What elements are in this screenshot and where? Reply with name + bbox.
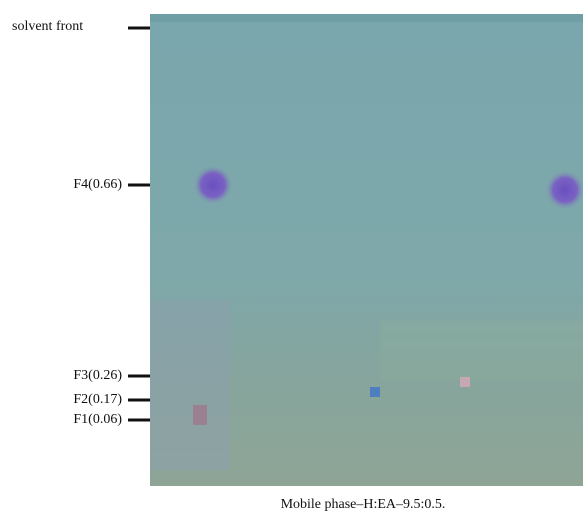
plate-stain — [380, 320, 583, 380]
tlc-plate — [150, 14, 583, 486]
spot — [460, 377, 470, 387]
spot — [370, 387, 380, 397]
spot — [193, 165, 233, 205]
spot — [193, 405, 207, 425]
marker-label: solvent front — [12, 19, 83, 34]
marker-label: F2(0.17) — [73, 392, 122, 407]
marker-label: F4(0.66) — [73, 177, 122, 192]
caption: Mobile phase–H:EA–9.5:0.5. — [281, 497, 446, 512]
marker-label: F3(0.26) — [73, 368, 122, 383]
marker-label: F1(0.06) — [73, 412, 122, 427]
plate-top-edge — [150, 14, 583, 22]
spot — [545, 170, 583, 210]
plate-stain — [150, 300, 230, 470]
